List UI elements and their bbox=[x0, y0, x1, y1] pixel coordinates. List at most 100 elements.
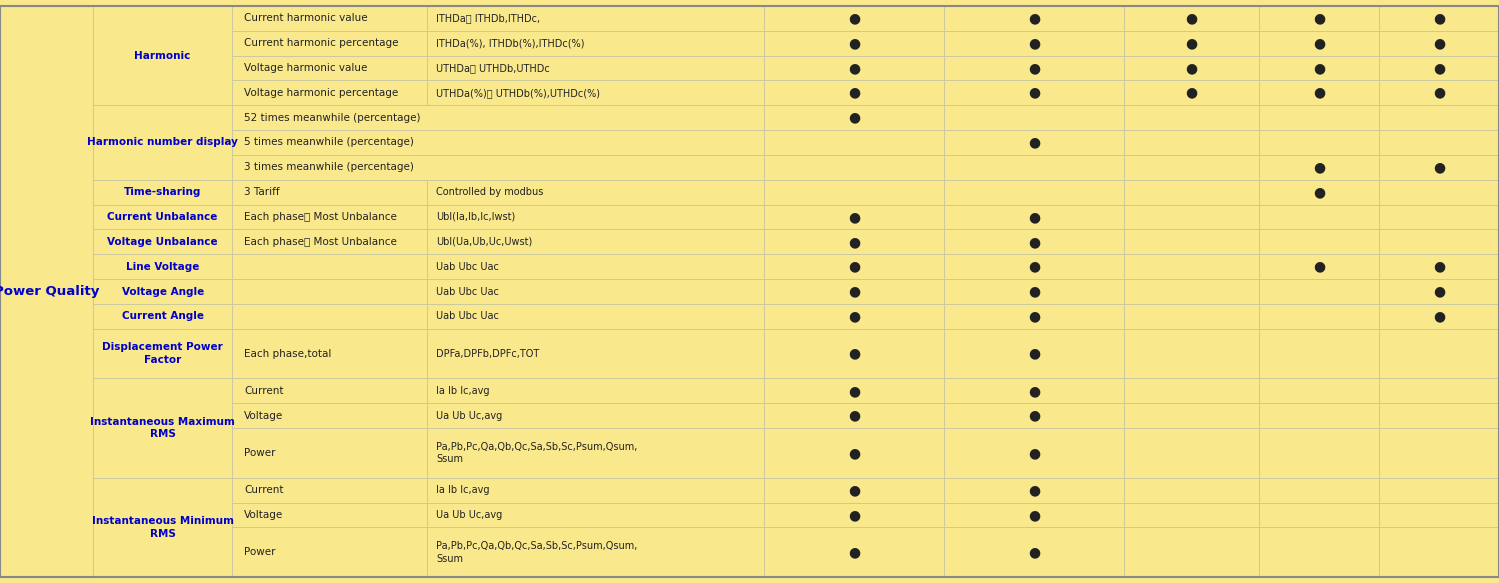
Bar bbox=[427, 180, 764, 205]
Text: Voltage Unbalance: Voltage Unbalance bbox=[108, 237, 217, 247]
Bar bbox=[1259, 279, 1379, 304]
Text: UTHDa(%)， UTHDb(%),UTHDc(%): UTHDa(%)， UTHDb(%),UTHDc(%) bbox=[436, 88, 600, 98]
Bar bbox=[944, 304, 1124, 329]
Text: Voltage Angle: Voltage Angle bbox=[121, 286, 204, 297]
Bar bbox=[764, 229, 944, 254]
Text: Ua Ub Uc,avg: Ua Ub Uc,avg bbox=[436, 510, 502, 520]
Text: DPFa,DPFb,DPFc,TOT: DPFa,DPFb,DPFc,TOT bbox=[436, 349, 540, 359]
Text: Ubl(Ia,Ib,Ic,Iwst): Ubl(Ia,Ib,Ic,Iwst) bbox=[436, 212, 516, 222]
Text: Line Voltage: Line Voltage bbox=[126, 262, 199, 272]
Bar bbox=[1259, 403, 1379, 428]
Text: Displacement Power
Factor: Displacement Power Factor bbox=[102, 342, 223, 365]
Bar bbox=[93, 6, 232, 105]
Text: ●: ● bbox=[848, 285, 860, 298]
Bar bbox=[0, 6, 93, 577]
Text: ●: ● bbox=[848, 545, 860, 559]
Text: ●: ● bbox=[1028, 483, 1040, 497]
Bar bbox=[764, 180, 944, 205]
Bar bbox=[1379, 6, 1499, 31]
Bar bbox=[1379, 155, 1499, 180]
Bar bbox=[232, 503, 427, 528]
Bar bbox=[427, 229, 764, 254]
Text: ●: ● bbox=[848, 446, 860, 460]
Text: ●: ● bbox=[848, 347, 860, 361]
Text: ●: ● bbox=[1028, 11, 1040, 25]
Text: ●: ● bbox=[1313, 11, 1325, 25]
Bar bbox=[232, 31, 427, 55]
Text: Power Quality: Power Quality bbox=[0, 285, 99, 298]
Bar bbox=[1259, 378, 1379, 403]
Text: ●: ● bbox=[1313, 61, 1325, 75]
Bar bbox=[232, 229, 427, 254]
Bar bbox=[1379, 31, 1499, 55]
Bar bbox=[764, 478, 944, 503]
Text: ●: ● bbox=[848, 86, 860, 100]
Bar bbox=[93, 229, 232, 254]
Text: ●: ● bbox=[848, 483, 860, 497]
Bar bbox=[427, 503, 764, 528]
Bar bbox=[1379, 130, 1499, 155]
Text: ●: ● bbox=[1028, 235, 1040, 249]
Bar bbox=[1124, 478, 1259, 503]
Bar bbox=[764, 155, 944, 180]
Text: ●: ● bbox=[848, 259, 860, 273]
Bar bbox=[232, 304, 427, 329]
Bar bbox=[1379, 180, 1499, 205]
Text: 5 times meanwhile (percentage): 5 times meanwhile (percentage) bbox=[244, 138, 414, 147]
Bar bbox=[232, 329, 427, 378]
Bar bbox=[944, 378, 1124, 403]
Bar bbox=[93, 304, 232, 329]
Text: ●: ● bbox=[1433, 160, 1445, 174]
Bar bbox=[764, 329, 944, 378]
Bar bbox=[1379, 528, 1499, 577]
Bar bbox=[944, 229, 1124, 254]
Text: ●: ● bbox=[1433, 36, 1445, 50]
Text: Ubl(Ua,Ub,Uc,Uwst): Ubl(Ua,Ub,Uc,Uwst) bbox=[436, 237, 532, 247]
Bar bbox=[232, 180, 427, 205]
Bar bbox=[764, 528, 944, 577]
Bar bbox=[764, 378, 944, 403]
Bar bbox=[1124, 528, 1259, 577]
Text: ●: ● bbox=[848, 210, 860, 224]
Bar bbox=[427, 55, 764, 80]
Bar bbox=[1259, 503, 1379, 528]
Text: ●: ● bbox=[848, 409, 860, 423]
Bar bbox=[944, 205, 1124, 229]
Bar bbox=[427, 279, 764, 304]
Bar bbox=[1124, 205, 1259, 229]
Bar bbox=[427, 378, 764, 403]
Text: ●: ● bbox=[848, 36, 860, 50]
Bar bbox=[427, 80, 764, 105]
Text: ●: ● bbox=[1186, 36, 1198, 50]
Bar bbox=[1379, 428, 1499, 478]
Bar bbox=[1124, 428, 1259, 478]
Text: ●: ● bbox=[1028, 135, 1040, 149]
Bar bbox=[1124, 304, 1259, 329]
Text: ●: ● bbox=[1028, 446, 1040, 460]
Bar bbox=[1124, 31, 1259, 55]
Text: Harmonic number display: Harmonic number display bbox=[87, 138, 238, 147]
Bar bbox=[232, 528, 427, 577]
Bar bbox=[1124, 329, 1259, 378]
Bar bbox=[1124, 130, 1259, 155]
Bar bbox=[1124, 155, 1259, 180]
Text: Ua Ub Uc,avg: Ua Ub Uc,avg bbox=[436, 410, 502, 421]
Text: ●: ● bbox=[1186, 86, 1198, 100]
Text: ●: ● bbox=[1028, 347, 1040, 361]
Text: ●: ● bbox=[1313, 185, 1325, 199]
Bar bbox=[427, 403, 764, 428]
Bar bbox=[232, 378, 427, 403]
Bar bbox=[764, 205, 944, 229]
Text: Current: Current bbox=[244, 386, 283, 396]
Text: Uab Ubc Uac: Uab Ubc Uac bbox=[436, 262, 499, 272]
Bar bbox=[232, 105, 764, 130]
Text: Voltage: Voltage bbox=[244, 410, 283, 421]
Text: Instantaneous Maximum
RMS: Instantaneous Maximum RMS bbox=[90, 417, 235, 440]
Text: ●: ● bbox=[1433, 259, 1445, 273]
Text: ●: ● bbox=[848, 111, 860, 125]
Bar bbox=[232, 254, 427, 279]
Bar bbox=[427, 254, 764, 279]
Text: Ia Ib Ic,avg: Ia Ib Ic,avg bbox=[436, 386, 490, 396]
Bar bbox=[1379, 503, 1499, 528]
Bar bbox=[1379, 80, 1499, 105]
